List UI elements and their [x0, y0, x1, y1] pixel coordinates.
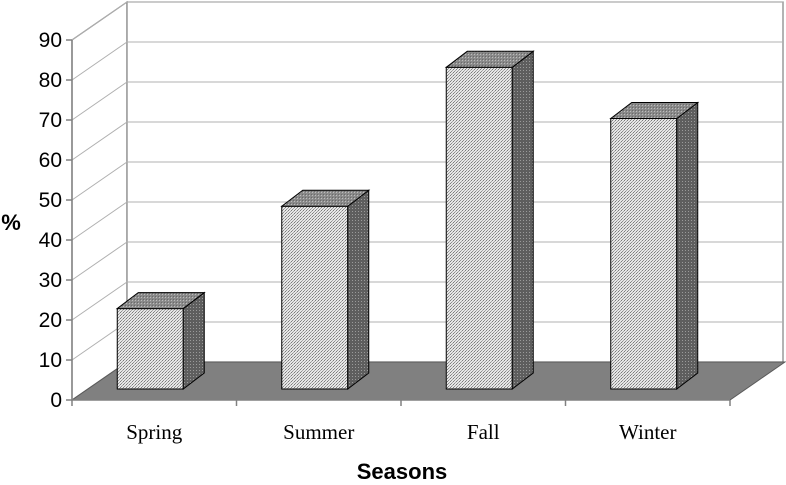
y-tick-label: 30: [39, 269, 62, 292]
gridline: [71, 41, 783, 81]
gridline: [71, 281, 783, 321]
gridlines: [71, 1, 783, 361]
bar-top: [280, 189, 371, 207]
bar-front: [445, 66, 513, 390]
bar-top: [444, 50, 535, 68]
bars: [115, 50, 700, 391]
bar-winter: [609, 101, 700, 391]
bar-side: [676, 101, 699, 391]
y-tick-label: 40: [39, 229, 62, 252]
y-tick-label: 80: [39, 69, 62, 92]
x-tick-labels: Spring Summer Fall Winter: [126, 420, 676, 444]
gridline: [71, 241, 783, 281]
y-tick-label: 20: [39, 309, 62, 332]
bar-top: [609, 101, 700, 119]
axes: [66, 39, 731, 406]
gridline: [71, 121, 783, 161]
bar-spring: [115, 291, 206, 391]
bar-side: [182, 291, 205, 391]
bar-side: [511, 50, 534, 391]
gridline: [71, 201, 783, 241]
y-tick-label: 90: [39, 29, 62, 52]
gridline: [71, 1, 783, 41]
y-tick-labels: 0 10 20 30 40 50 60 70 80 90: [39, 29, 62, 412]
bar-front: [281, 205, 349, 390]
bar-summer: [280, 189, 371, 391]
bar-side: [347, 189, 370, 391]
x-tick-label: Summer: [283, 420, 354, 444]
x-tick-label: Fall: [467, 420, 500, 444]
bar-front: [610, 117, 678, 390]
y-tick-label: 0: [50, 389, 62, 412]
bar-front: [116, 308, 184, 390]
bar-fall: [444, 50, 535, 391]
x-tick-label: Spring: [126, 420, 183, 444]
y-tick-label: 70: [39, 109, 62, 132]
y-axis-title: %: [1, 210, 21, 235]
bar-top: [115, 292, 206, 310]
gridline: [71, 81, 783, 121]
y-tick-label: 50: [39, 189, 62, 212]
y-tick-label: 10: [39, 349, 62, 372]
gridline: [71, 161, 783, 201]
y-tick-label: 60: [39, 149, 62, 172]
x-axis-title: Seasons: [357, 459, 448, 484]
x-tick-label: Winter: [619, 420, 676, 444]
